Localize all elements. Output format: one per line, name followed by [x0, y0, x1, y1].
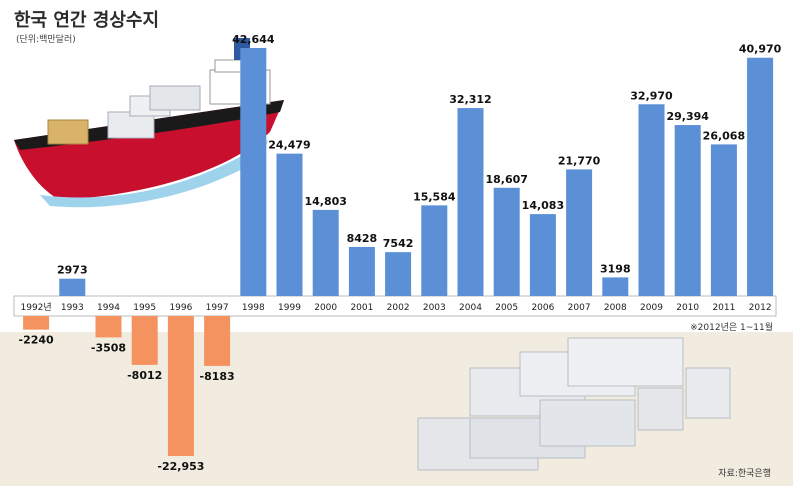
tick-label-2001: 2001 [350, 303, 373, 313]
tick-label-1999: 1999 [278, 303, 301, 313]
tick-label-2003: 2003 [423, 303, 446, 313]
value-label-2009: 32,970 [630, 89, 673, 102]
bar-1997 [204, 316, 231, 366]
value-label-1998: 42,644 [232, 33, 275, 46]
bar-2005 [493, 187, 520, 296]
chart-title: 한국 연간 경상수지 [14, 10, 160, 31]
value-label-2000: 14,803 [304, 195, 346, 208]
value-label-1995: -8012 [127, 369, 162, 382]
tick-label-2000: 2000 [314, 303, 337, 313]
tick-label-2004: 2004 [459, 303, 482, 313]
bar-1996 [167, 316, 194, 456]
value-label-1993: 2973 [57, 264, 88, 277]
source-label: 자료:한국은행 [718, 469, 771, 479]
ship-illustration [14, 38, 284, 208]
bar-1998 [240, 48, 267, 296]
value-label-2001: 8428 [347, 232, 378, 245]
bar-2009 [638, 104, 665, 296]
tick-label-1997: 1997 [206, 303, 229, 313]
bar-1993 [59, 278, 86, 296]
tick-label-2009: 2009 [640, 303, 663, 313]
tick-label-1996: 1996 [169, 303, 192, 313]
tick-label-2002: 2002 [387, 303, 410, 313]
tick-label-1995: 1995 [133, 303, 156, 313]
value-label-1996: -22,953 [157, 460, 204, 473]
value-labels-group: -2240 2973 -3508 -8012 -22,953 -8183 42,644 24,… [19, 33, 782, 473]
tick-label-2005: 2005 [495, 303, 518, 313]
tick-label-2011: 2011 [712, 303, 735, 313]
bar-2002 [385, 252, 412, 296]
value-label-2010: 29,394 [666, 110, 709, 123]
value-label-2006: 14,083 [522, 199, 564, 212]
tick-label-1998: 1998 [242, 303, 265, 313]
value-label-2007: 21,770 [558, 154, 601, 167]
bar-1995 [131, 316, 158, 365]
bar-1999 [276, 153, 303, 296]
value-label-1997: -8183 [200, 370, 235, 383]
value-label-1992년: -2240 [19, 334, 55, 347]
bar-2000 [312, 209, 339, 296]
bar-2011 [710, 144, 737, 296]
tick-label-1993: 1993 [61, 303, 84, 313]
bar-2001 [348, 246, 375, 296]
value-label-1999: 24,479 [268, 139, 310, 152]
container-illustration [417, 337, 731, 471]
tick-label-2008: 2008 [604, 303, 627, 313]
unit-label: (단위:백만달러) [16, 35, 76, 45]
tick-label-1994: 1994 [97, 303, 120, 313]
value-label-2011: 26,068 [703, 129, 745, 142]
value-label-2004: 32,312 [449, 93, 491, 106]
bar-2006 [529, 214, 556, 296]
tick-label-2010: 2010 [676, 303, 699, 313]
tick-label-2006: 2006 [531, 303, 554, 313]
value-label-1994: -3508 [91, 341, 126, 354]
bar-2008 [602, 277, 629, 296]
value-label-2012: 40,970 [739, 43, 782, 56]
bar-2010 [674, 125, 701, 296]
value-label-2008: 3198 [600, 262, 631, 275]
footnote: ※2012년은 1~11월 [690, 323, 773, 333]
value-label-2003: 15,584 [413, 190, 456, 203]
value-label-2002: 7542 [383, 237, 414, 250]
bar-2003 [421, 205, 448, 296]
bar-1994 [95, 316, 122, 338]
bar-2007 [566, 169, 593, 296]
value-label-2005: 18,607 [485, 173, 527, 186]
bar-1992년 [23, 316, 50, 330]
tick-label-1992년: 1992년 [21, 302, 52, 313]
tick-label-2012: 2012 [749, 303, 772, 313]
bars-group [23, 48, 774, 456]
tick-labels-group: 1992년 1993 1994 1995 1996 1997 1998 1999 2000 200… [21, 302, 772, 313]
bar-2012 [747, 57, 774, 297]
bar-2004 [457, 108, 484, 296]
tick-label-2007: 2007 [568, 303, 591, 313]
